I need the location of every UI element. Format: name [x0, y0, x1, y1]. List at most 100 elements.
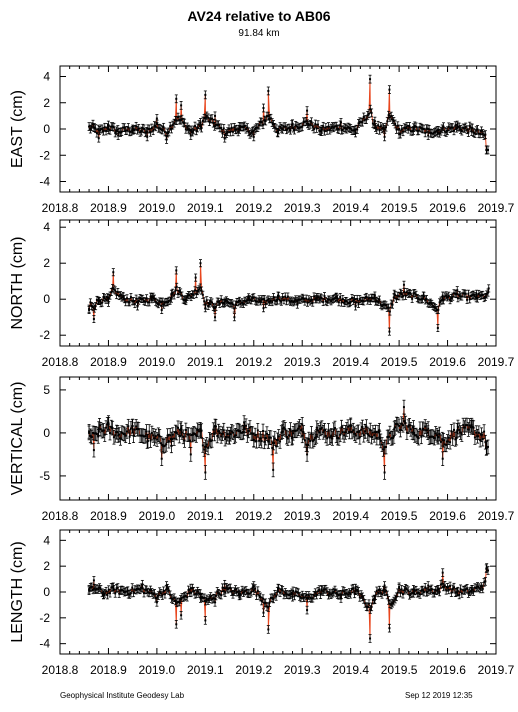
point-marker: [262, 298, 265, 301]
point-marker: [208, 438, 211, 441]
point-marker: [173, 122, 176, 125]
data-point: [286, 431, 290, 446]
data-point: [181, 295, 185, 304]
point-marker: [183, 299, 186, 302]
data-point: [174, 266, 178, 275]
point-marker: [228, 436, 231, 439]
point-marker: [271, 446, 274, 449]
y-tick-label: 0: [43, 122, 50, 136]
point-marker: [127, 126, 130, 129]
point-marker: [418, 126, 421, 129]
point-marker: [282, 125, 285, 128]
point-marker: [294, 124, 297, 127]
point-marker: [418, 298, 421, 301]
point-marker: [112, 288, 115, 291]
point-marker: [194, 125, 197, 128]
point-marker: [107, 124, 110, 127]
data-point: [261, 304, 265, 313]
x-tick-label: 2019.2: [235, 509, 272, 523]
y-tick-label: -4: [39, 175, 50, 189]
point-marker: [441, 299, 444, 302]
point-marker: [171, 291, 174, 294]
data-point: [362, 112, 366, 122]
point-marker: [145, 430, 148, 433]
point-marker: [484, 295, 487, 298]
point-marker: [452, 292, 455, 295]
point-marker: [333, 427, 336, 430]
point-marker: [129, 427, 132, 430]
data-point: [167, 127, 171, 137]
point-marker: [107, 301, 110, 304]
point-marker: [112, 271, 115, 274]
point-marker: [196, 428, 199, 431]
x-tick-label: 2019.0: [139, 509, 176, 523]
point-marker: [89, 128, 92, 131]
point-marker: [105, 129, 108, 132]
point-marker: [297, 298, 300, 301]
data-point: [174, 94, 178, 104]
point-marker: [229, 433, 232, 436]
point-marker: [310, 432, 313, 435]
point-marker: [186, 125, 189, 128]
point-marker: [347, 126, 350, 129]
point-marker: [327, 298, 330, 301]
x-tick-label: 2019.2: [235, 201, 272, 215]
point-marker: [190, 434, 193, 437]
point-marker: [463, 292, 466, 295]
point-marker: [303, 439, 306, 442]
data-point: [464, 122, 468, 132]
point-marker: [280, 431, 283, 434]
point-marker: [94, 305, 97, 308]
point-marker: [367, 434, 370, 437]
point-marker: [339, 121, 342, 124]
point-marker: [445, 294, 448, 297]
data-point: [211, 118, 215, 128]
point-marker: [348, 126, 351, 129]
point-marker: [97, 137, 100, 140]
point-marker: [220, 126, 223, 129]
point-marker: [289, 129, 292, 132]
point-marker: [246, 299, 249, 302]
point-marker: [241, 125, 244, 128]
data-point: [271, 462, 275, 478]
point-marker: [184, 298, 187, 301]
point-marker: [434, 130, 437, 133]
point-marker: [356, 297, 359, 300]
data-point: [323, 423, 327, 438]
point-marker: [447, 125, 450, 128]
point-marker: [350, 129, 353, 132]
point-marker: [211, 301, 214, 304]
data-point: [372, 428, 376, 443]
point-marker: [136, 305, 139, 308]
point-marker: [388, 116, 391, 119]
point-marker: [362, 434, 365, 437]
point-marker: [191, 433, 194, 436]
point-marker: [445, 131, 448, 134]
point-marker: [214, 114, 217, 117]
point-marker: [286, 437, 289, 440]
y-tick-label: 2: [43, 256, 50, 270]
point-marker: [315, 435, 318, 438]
point-marker: [477, 292, 480, 295]
point-marker: [398, 133, 401, 136]
point-marker: [382, 126, 385, 129]
point-marker: [112, 126, 115, 129]
point-marker: [455, 127, 458, 130]
point-marker: [358, 120, 361, 123]
point-marker: [196, 126, 199, 129]
point-marker: [332, 126, 335, 129]
point-marker: [379, 125, 382, 128]
point-marker: [337, 437, 340, 440]
y-tick-label: -5: [39, 469, 50, 483]
point-marker: [199, 430, 202, 433]
point-marker: [103, 297, 106, 300]
point-marker: [182, 435, 185, 438]
point-marker: [439, 299, 442, 302]
data-point: [190, 427, 194, 443]
point-marker: [112, 436, 115, 439]
point-marker: [432, 305, 435, 308]
point-marker: [456, 297, 459, 300]
point-marker: [293, 129, 296, 132]
point-marker: [353, 298, 356, 301]
